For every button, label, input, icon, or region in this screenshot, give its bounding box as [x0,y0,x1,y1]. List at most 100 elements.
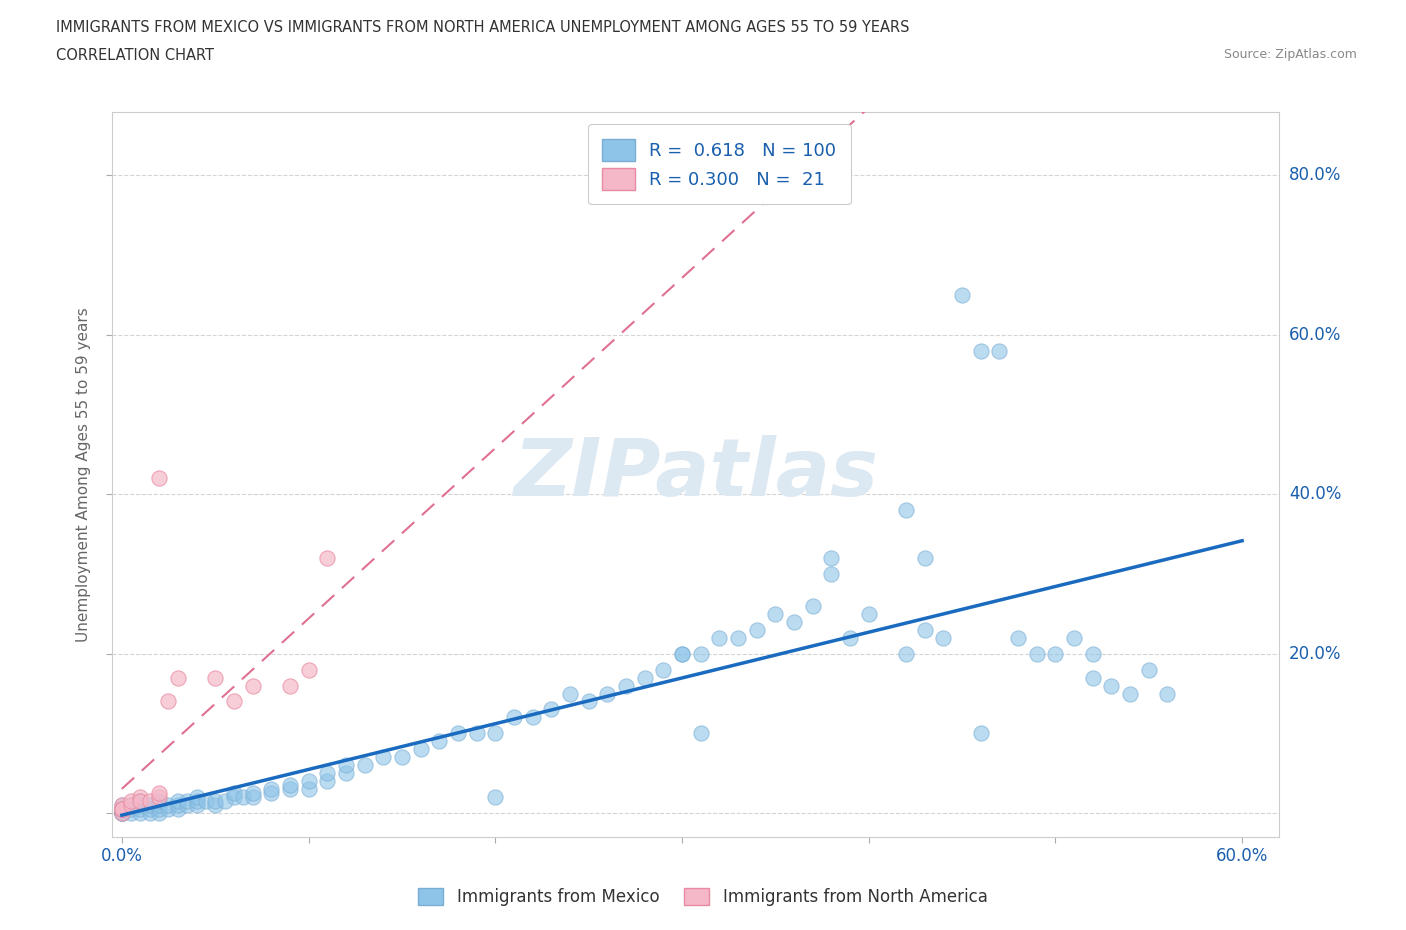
Point [139,793,162,808]
Point [689,646,711,661]
Point [671,646,693,661]
Point [894,646,917,661]
Point [373,750,395,764]
Point [1045,646,1067,661]
Point [783,615,806,630]
Point [111,805,134,820]
Point [204,798,226,813]
Point [1063,631,1085,645]
Point [111,805,134,820]
Point [111,805,134,820]
Text: 60.0%: 60.0% [1289,326,1341,344]
Point [111,802,134,817]
Point [157,802,180,817]
Point [129,790,152,804]
Point [139,802,162,817]
Point [540,702,562,717]
Point [709,631,731,645]
Point [111,798,134,813]
Text: 40.0%: 40.0% [1289,485,1341,503]
Point [157,694,180,709]
Point [578,694,600,709]
Point [1099,678,1122,693]
Point [914,622,936,637]
Point [166,793,188,808]
Point [297,782,319,797]
Point [148,471,170,485]
Point [427,734,450,749]
Legend: Immigrants from Mexico, Immigrants from North America: Immigrants from Mexico, Immigrants from … [412,881,994,912]
Point [335,758,357,773]
Point [242,678,264,693]
Point [335,765,357,780]
Point [1137,662,1160,677]
Point [139,798,162,813]
Point [763,606,786,621]
Point [232,790,254,804]
Point [596,686,619,701]
Point [522,710,544,724]
Point [111,805,134,820]
Point [278,782,301,797]
Point [120,793,142,808]
Point [391,750,413,764]
Point [484,790,506,804]
Point [129,805,152,820]
Point [988,343,1011,358]
Point [316,774,339,789]
Text: ZIPatlas: ZIPatlas [513,435,879,513]
Point [503,710,526,724]
Text: Source: ZipAtlas.com: Source: ZipAtlas.com [1223,48,1357,61]
Point [186,790,208,804]
Point [316,765,339,780]
Point [914,551,936,565]
Point [129,798,152,813]
Text: IMMIGRANTS FROM MEXICO VS IMMIGRANTS FROM NORTH AMERICA UNEMPLOYMENT AMONG AGES : IMMIGRANTS FROM MEXICO VS IMMIGRANTS FRO… [56,20,910,35]
Point [894,503,917,518]
Point [129,793,152,808]
Point [932,631,955,645]
Point [1081,671,1104,685]
Text: 80.0%: 80.0% [1289,166,1341,184]
Point [260,782,283,797]
Point [1156,686,1178,701]
Point [194,793,217,808]
Point [166,671,188,685]
Point [111,798,134,813]
Point [671,646,693,661]
Point [148,786,170,801]
Point [689,726,711,741]
Point [1081,646,1104,661]
Point [157,798,180,813]
Y-axis label: Unemployment Among Ages 55 to 59 years: Unemployment Among Ages 55 to 59 years [76,307,91,642]
Point [950,287,973,302]
Point [120,805,142,820]
Legend: R =  0.618   N = 100, R = 0.300   N =  21: R = 0.618 N = 100, R = 0.300 N = 21 [588,125,851,205]
Point [633,671,655,685]
Point [139,805,162,820]
Point [409,742,432,757]
Point [297,774,319,789]
Point [120,802,142,817]
Point [166,798,188,813]
Point [353,758,375,773]
Point [120,798,142,813]
Point [120,798,142,813]
Point [111,802,134,817]
Point [801,598,824,613]
Point [278,777,301,792]
Point [242,786,264,801]
Point [745,622,768,637]
Point [186,798,208,813]
Point [148,802,170,817]
Point [1119,686,1142,701]
Point [176,798,198,813]
Point [1025,646,1047,661]
Point [222,790,245,804]
Point [186,793,208,808]
Point [1007,631,1029,645]
Point [242,790,264,804]
Point [614,678,637,693]
Text: 20.0%: 20.0% [1289,644,1341,663]
Point [484,726,506,741]
